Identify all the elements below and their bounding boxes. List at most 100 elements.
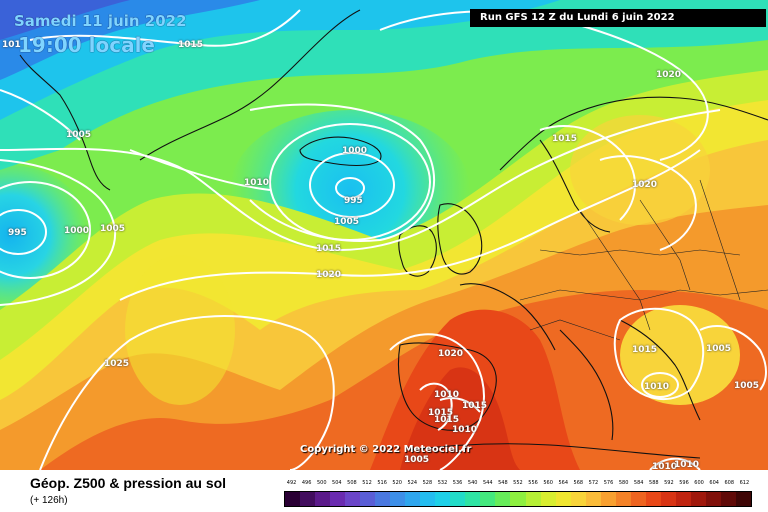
legend-value-544: 544 <box>482 480 493 486</box>
legend-value-528: 528 <box>422 480 433 486</box>
legend-value-596: 596 <box>679 480 689 486</box>
legend-value-520: 520 <box>392 480 402 486</box>
legend-swatch-600 <box>690 492 706 506</box>
legend-swatch-520 <box>390 492 406 506</box>
geopotential-field <box>0 0 768 470</box>
isobar-995-west <box>0 209 47 255</box>
legend-value-592: 592 <box>664 480 674 486</box>
legend-value-508: 508 <box>347 480 357 486</box>
legend-swatch-504 <box>330 492 346 506</box>
country-borders <box>519 179 768 341</box>
isobar-label-1005-greenland: 1005 <box>66 130 92 140</box>
isobar-label-1005-greece-n: 1005 <box>706 344 732 354</box>
field-cyan-band <box>0 0 768 170</box>
legend-value-560: 560 <box>543 480 553 486</box>
legend-swatch-584 <box>630 492 646 506</box>
isobar-label-1010-med: 1010 <box>452 425 478 435</box>
field-balkans-ridge <box>620 305 740 405</box>
north-africa-coast <box>409 443 701 459</box>
isobar-label-1005-turkey: 1005 <box>734 381 760 391</box>
legend-value-512: 512 <box>362 480 372 486</box>
greenland-east-coast <box>139 9 361 161</box>
legend-value-536: 536 <box>452 480 463 486</box>
forecast-lead: (+ 126h) <box>30 495 68 506</box>
isobar-1010-spain <box>419 382 453 431</box>
greenland-west-coast <box>19 54 111 191</box>
isobar-1010-balkans <box>641 372 679 398</box>
isobar-label-1015-spain-b: 1015 <box>428 408 454 418</box>
legend-value-524: 524 <box>407 480 418 486</box>
border-line-b <box>539 249 741 256</box>
isobars <box>0 9 767 470</box>
isobar-1020-mid <box>119 149 701 301</box>
scandinavia-coast <box>499 96 768 171</box>
border-line-f <box>529 319 621 341</box>
legend-value-572: 572 <box>588 480 599 486</box>
legend-swatches <box>284 491 752 507</box>
isobar-label-1010-balkans: 1010 <box>644 382 670 392</box>
legend-swatch-500 <box>315 492 331 506</box>
legend-swatch-608 <box>720 492 736 506</box>
italy-coast <box>559 329 614 441</box>
isobar-1005-greece <box>699 325 767 391</box>
legend-value-516: 516 <box>377 480 387 486</box>
isobar-label-1015-spain-c: 1015 <box>434 415 460 425</box>
isobar-1010-se <box>649 457 701 470</box>
isobar-label-1015-mid: 1015 <box>316 244 342 254</box>
isobar-1000 <box>309 152 395 218</box>
legend-swatch-604 <box>705 492 721 506</box>
isobar-1010-atlantic <box>129 149 271 191</box>
isobar-label-1020-scandinavia: 1020 <box>656 70 682 80</box>
isobar-1015-norway <box>539 125 636 221</box>
isobar-label-1005-west: 1005 <box>100 224 126 234</box>
legend-swatch-612 <box>735 492 751 506</box>
norway-coast <box>539 139 611 233</box>
isobar-label-1000-iceland: 1000 <box>342 146 368 156</box>
legend-value-564: 564 <box>558 480 568 486</box>
field-blue-band <box>0 0 260 80</box>
isobar-1005-west <box>0 159 117 306</box>
isobar-label-995-west: 995 <box>8 228 27 238</box>
isobar-1015-spain <box>439 397 481 413</box>
legend-value-608: 608 <box>724 480 735 486</box>
field-scandinavia-ridge <box>570 115 710 225</box>
legend-swatch-540 <box>465 492 481 506</box>
border-line-e <box>699 179 741 301</box>
isobar-label-1020-iberia: 1020 <box>438 349 464 359</box>
isobar-1015-balkans <box>613 307 705 401</box>
isobar-label-1020-sweden: 1020 <box>632 180 658 190</box>
legend-value-600: 600 <box>694 480 704 486</box>
forecast-date: Samedi 11 juin 2022 <box>14 12 187 30</box>
isobar-1010-iceland <box>249 103 436 242</box>
legend-swatch-568 <box>570 492 586 506</box>
legend-swatch-532 <box>435 492 451 506</box>
isobar-label-1020-mid: 1020 <box>316 270 342 280</box>
legend-swatch-492 <box>285 492 301 506</box>
ireland-coast <box>398 225 437 277</box>
legend-swatch-524 <box>405 492 421 506</box>
legend-swatch-508 <box>345 492 361 506</box>
isobar-label-1010-se-b: 1010 <box>674 460 700 470</box>
isobar-1020-sweden <box>599 155 697 251</box>
map-title: Géop. Z500 & pression au sol <box>30 475 227 491</box>
isobar-label-1010-atlantic: 1010 <box>244 178 270 188</box>
legend-swatch-596 <box>675 492 691 506</box>
field-darkorange-band <box>40 290 768 470</box>
legend-swatch-536 <box>450 492 466 506</box>
balkans-coast <box>619 319 701 421</box>
weather-map: Samedi 11 juin 2022 19:00 locale Run GFS… <box>0 0 768 470</box>
legend-value-504: 504 <box>332 480 342 486</box>
legend-value-552: 552 <box>513 480 523 486</box>
legend-labels: 492 496 500 504 508 512 516 520 524 528 532 536 540 5… <box>284 480 752 490</box>
isobar-1000-west <box>0 181 91 279</box>
isobar-1005-greenland <box>0 89 81 141</box>
legend-value-540: 540 <box>467 480 478 486</box>
legend-swatch-560 <box>540 492 556 506</box>
isobar-label-1015-balkans: 1015 <box>632 345 658 355</box>
isobar-label-1010-se-a: 1010 <box>652 462 678 470</box>
legend-swatch-592 <box>660 492 676 506</box>
legend-value-604: 604 <box>709 480 719 486</box>
legend-swatch-512 <box>360 492 376 506</box>
legend-swatch-556 <box>525 492 541 506</box>
field-deepblue-band <box>0 0 130 40</box>
